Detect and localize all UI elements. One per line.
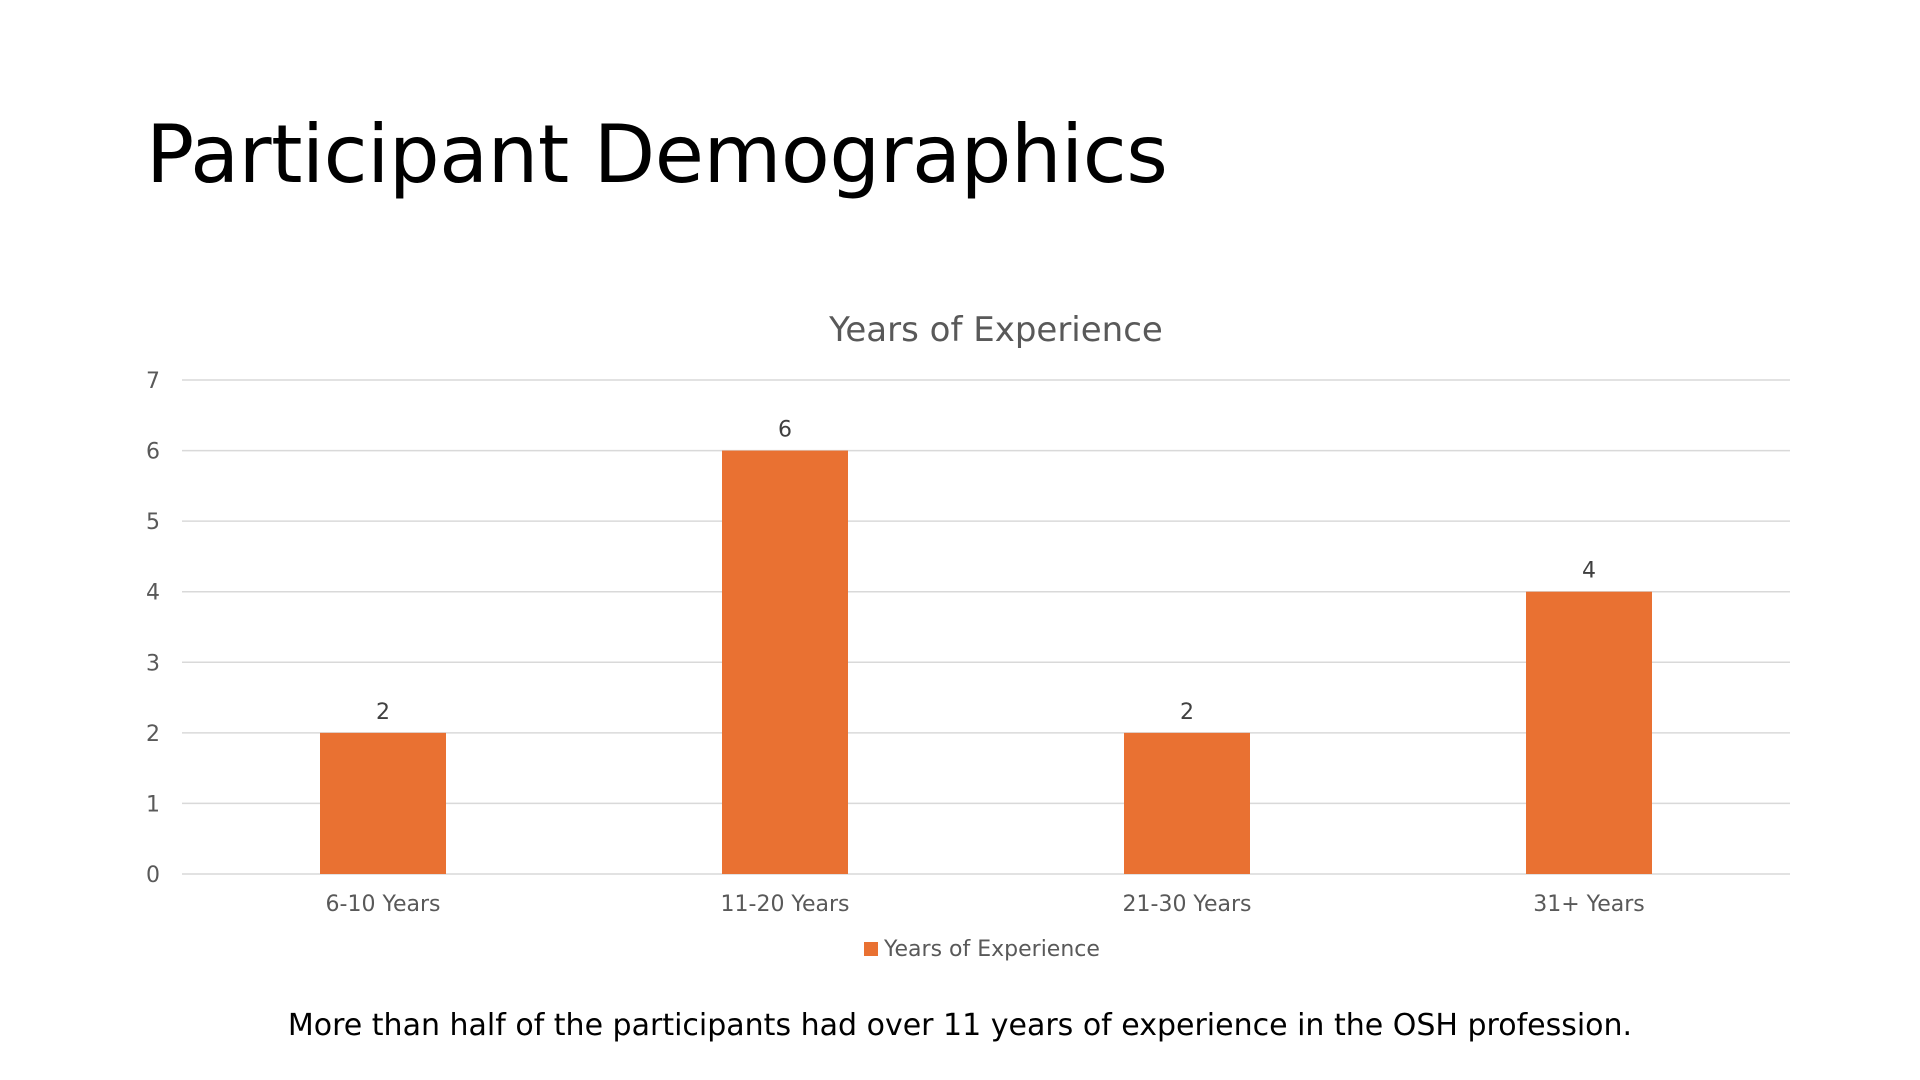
legend-label: Years of Experience (883, 937, 1100, 962)
legend-swatch (864, 942, 878, 956)
x-tick-label: 6-10 Years (326, 892, 441, 917)
bars (320, 450, 1652, 874)
gridlines (182, 379, 1790, 875)
chart-title: Years of Experience (828, 310, 1163, 350)
y-tick-label: 1 (146, 792, 160, 817)
bar (320, 732, 446, 874)
y-tick-label: 3 (146, 651, 160, 676)
y-tick-label: 5 (146, 510, 160, 535)
y-tick-label: 7 (146, 369, 160, 394)
data-label: 6 (778, 418, 792, 443)
y-tick-label: 0 (146, 863, 160, 888)
bar (1526, 591, 1652, 874)
data-label: 2 (1180, 700, 1194, 725)
x-axis: 6-10 Years 11-20 Years 21-30 Years 31+ Year… (326, 892, 1645, 917)
bar (1124, 732, 1250, 874)
x-tick-label: 31+ Years (1533, 892, 1644, 917)
x-tick-label: 11-20 Years (721, 892, 850, 917)
data-labels: 2 6 2 4 (376, 418, 1596, 725)
data-label: 2 (376, 700, 390, 725)
y-tick-label: 6 (146, 440, 160, 465)
slide-title: Participant Demographics (146, 108, 1168, 201)
x-tick-label: 21-30 Years (1123, 892, 1252, 917)
slide-caption: More than half of the participants had o… (287, 1008, 1633, 1043)
bar-chart: Years of Experience 0 1 2 3 4 5 6 7 2 6 2 4 6-10 Y… (146, 310, 1790, 962)
y-axis: 0 1 2 3 4 5 6 7 (146, 369, 160, 888)
y-tick-label: 4 (146, 581, 160, 606)
bar (722, 450, 848, 874)
legend: Years of Experience (864, 937, 1100, 962)
y-tick-label: 2 (146, 722, 160, 747)
data-label: 4 (1582, 559, 1596, 584)
